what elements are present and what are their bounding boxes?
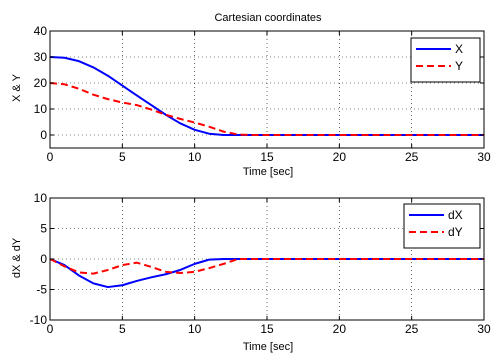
top-y-tick-label: 10: [34, 102, 48, 116]
top-plot-panel: Cartesian coordinates Time [sec] X & Y 0…: [11, 12, 491, 178]
bottom-x-tick-label: 30: [477, 322, 491, 336]
top-legend-label-Y: Y: [455, 59, 463, 73]
bottom-y-tick-label: 10: [34, 191, 48, 205]
top-y-tick-label: 20: [34, 76, 48, 90]
bottom-x-tick-label: 15: [260, 322, 274, 336]
bottom-y-tick-label: -5: [36, 283, 47, 297]
top-plot-title: Cartesian coordinates: [214, 12, 322, 24]
top-x-tick-label: 20: [333, 150, 347, 164]
top-legend-label-X: X: [455, 42, 463, 56]
top-y-tick-label: 0: [40, 128, 47, 142]
bottom-x-tick-label: 0: [47, 322, 54, 336]
top-x-tick-label: 25: [405, 150, 419, 164]
bottom-legend-box: [403, 203, 481, 249]
top-x-tick-label: 15: [260, 150, 274, 164]
top-plot-xlabel: Time [sec]: [243, 166, 293, 178]
top-x-tick-label: 5: [119, 150, 126, 164]
top-x-tick-label: 10: [188, 150, 202, 164]
bottom-y-tick-label: -10: [30, 313, 48, 327]
bottom-legend-label-dY: dY: [448, 225, 463, 239]
bottom-legend-label-dX: dX: [448, 208, 463, 222]
bottom-y-tick-label: 0: [40, 252, 47, 266]
bottom-x-tick-label: 5: [119, 322, 126, 336]
top-plot-ylabel: X & Y: [11, 73, 23, 102]
bottom-plot-xlabel: Time [sec]: [243, 341, 293, 353]
top-series-Y-line: [49, 82, 484, 136]
bottom-x-tick-label: 25: [405, 322, 419, 336]
bottom-x-tick-label: 20: [333, 322, 347, 336]
bottom-plot-ylabel: dX & dY: [11, 237, 23, 278]
bottom-y-tick-label: 5: [40, 222, 47, 236]
top-x-tick-label: 0: [47, 150, 54, 164]
bottom-series-dY-line: [49, 258, 484, 275]
bottom-plot-panel: Time [sec] dX & dY 0 5 10 15 20 25 30 -10 -5 0 5 10…: [11, 191, 491, 353]
top-y-tick-label: 30: [34, 50, 48, 64]
top-x-tick-label: 30: [477, 150, 491, 164]
top-y-tick-label: 40: [34, 24, 48, 38]
bottom-x-tick-label: 10: [188, 322, 202, 336]
top-legend-box: [410, 37, 481, 83]
